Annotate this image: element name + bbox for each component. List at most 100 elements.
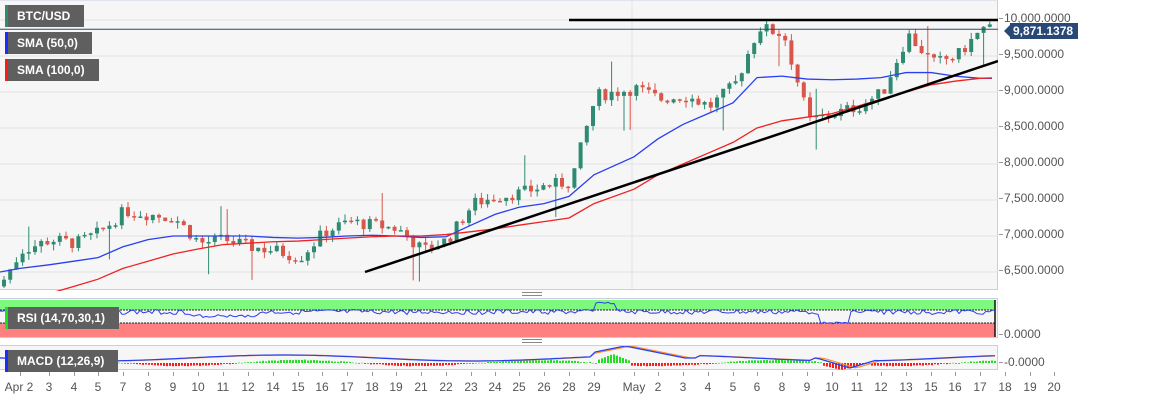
time-axis-label: 12 [874, 380, 888, 394]
time-axis-tick [20, 372, 21, 376]
time-axis-label: 23 [464, 380, 478, 394]
time-axis-tick [248, 372, 249, 376]
legend-sma100[interactable]: SMA (100,0) [5, 59, 99, 81]
time-axis-label: 8 [778, 380, 786, 394]
time-axis-label: 26 [537, 380, 551, 394]
time-axis-label: 11 [850, 380, 864, 394]
time-axis-label: 4 [70, 380, 78, 394]
macd-panel[interactable] [0, 345, 998, 370]
time-axis-label: 28 [562, 380, 576, 394]
time-axis-tick [881, 372, 882, 376]
time-axis-tick [298, 372, 299, 376]
price-axis-label: 10,000.0000 [999, 11, 1071, 25]
time-axis-tick [757, 372, 758, 376]
time-axis-label: 10 [191, 380, 205, 394]
time-axis-tick [74, 372, 75, 376]
current-price-badge: 9,871.1378 [1003, 23, 1079, 39]
time-axis-tick [347, 372, 348, 376]
time-axis-label: 10 [825, 380, 839, 394]
time-axis-label: 16 [948, 380, 962, 394]
time-axis-tick [198, 372, 199, 376]
time-axis-tick [372, 372, 373, 376]
time-axis-tick [421, 372, 422, 376]
time-axis-label: 29 [587, 380, 601, 394]
legend-macd-label: MACD (12,26,9) [17, 354, 105, 368]
legend-rsi-color [5, 307, 8, 329]
time-axis-label: 5 [729, 380, 737, 394]
time-axis-tick [519, 372, 520, 376]
price-chart-panel[interactable] [0, 0, 998, 291]
rsi-axis-label: 0.0000 [999, 327, 1041, 341]
time-axis-tick [471, 372, 472, 376]
price-axis-label: 8,500.0000 [998, 119, 1065, 133]
legend-macd-color [5, 350, 8, 372]
time-axis-tick [396, 372, 397, 376]
time-axis-label: 5 [94, 380, 102, 394]
time-axis-tick [223, 372, 224, 376]
legend-price-color [5, 5, 8, 27]
price-axis-label: 9,000.0000 [998, 83, 1065, 97]
time-axis-tick [683, 372, 684, 376]
time-axis-label: 25 [512, 380, 526, 394]
time-axis-label: 17 [973, 380, 987, 394]
macd-canvas [0, 346, 996, 370]
price-chart-canvas[interactable] [0, 1, 998, 291]
time-axis-tick [733, 372, 734, 376]
legend-sma100-color [5, 59, 8, 81]
time-axis-tick [634, 372, 635, 376]
time-axis-tick [1030, 372, 1031, 376]
time-axis-tick [123, 372, 124, 376]
price-axis-label: 7,000.0000 [998, 227, 1065, 241]
time-axis-label: 21 [414, 380, 428, 394]
time-axis-tick [495, 372, 496, 376]
legend-price-label: BTC/USD [17, 9, 71, 23]
time-axis-tick [49, 372, 50, 376]
time-axis-tick [148, 372, 149, 376]
time-axis-tick [955, 372, 956, 376]
price-axis-label: 7,500.0000 [998, 191, 1065, 205]
legend-price[interactable]: BTC/USD [5, 5, 85, 27]
time-axis-label: 15 [924, 380, 938, 394]
time-axis-label: 9 [803, 380, 811, 394]
legend-sma50[interactable]: SMA (50,0) [5, 32, 92, 54]
time-axis-label: 3 [679, 380, 687, 394]
legend-rsi-label: RSI (14,70,30,1) [17, 311, 106, 325]
time-axis-label: 16 [315, 380, 329, 394]
time-axis-tick [857, 372, 858, 376]
time-axis-tick [446, 372, 447, 376]
time-axis-label: Apr 2 [4, 380, 34, 394]
time-axis-label: 19 [1023, 380, 1037, 394]
time-axis-tick [322, 372, 323, 376]
time-axis-tick [569, 372, 570, 376]
time-axis-tick [931, 372, 932, 376]
time-axis-label: 22 [439, 380, 453, 394]
legend-macd[interactable]: MACD (12,26,9) [5, 350, 119, 372]
time-axis-tick [708, 372, 709, 376]
price-axis-label: 8,000.0000 [998, 155, 1065, 169]
time-axis-label: 11 [216, 380, 230, 394]
legend-sma100-label: SMA (100,0) [17, 63, 85, 77]
time-axis-label: 17 [340, 380, 354, 394]
time-axis-tick [1005, 372, 1006, 376]
time-axis-label: 24 [488, 380, 502, 394]
legend-sma50-color [5, 32, 8, 54]
time-axis-label: 3 [45, 380, 53, 394]
time-axis-tick [782, 372, 783, 376]
legend-rsi[interactable]: RSI (14,70,30,1) [5, 307, 120, 329]
time-axis-label: 18 [998, 380, 1012, 394]
time-axis-label: May [622, 380, 646, 394]
rsi-panel[interactable] [0, 298, 998, 338]
time-axis-label: 7 [119, 380, 127, 394]
time-axis-label: 14 [266, 380, 280, 394]
time-axis-label: 19 [389, 380, 403, 394]
time-axis-tick [906, 372, 907, 376]
time-axis-tick [594, 372, 595, 376]
time-axis-label: 8 [144, 380, 152, 394]
time-axis-tick [544, 372, 545, 376]
macd-axis-label: -0.0000 [999, 355, 1045, 369]
time-axis-label: 12 [241, 380, 255, 394]
time-axis-tick [173, 372, 174, 376]
price-axis-label: 6,500.0000 [998, 263, 1065, 277]
time-axis-label: 15 [291, 380, 305, 394]
time-axis-tick [1054, 372, 1055, 376]
